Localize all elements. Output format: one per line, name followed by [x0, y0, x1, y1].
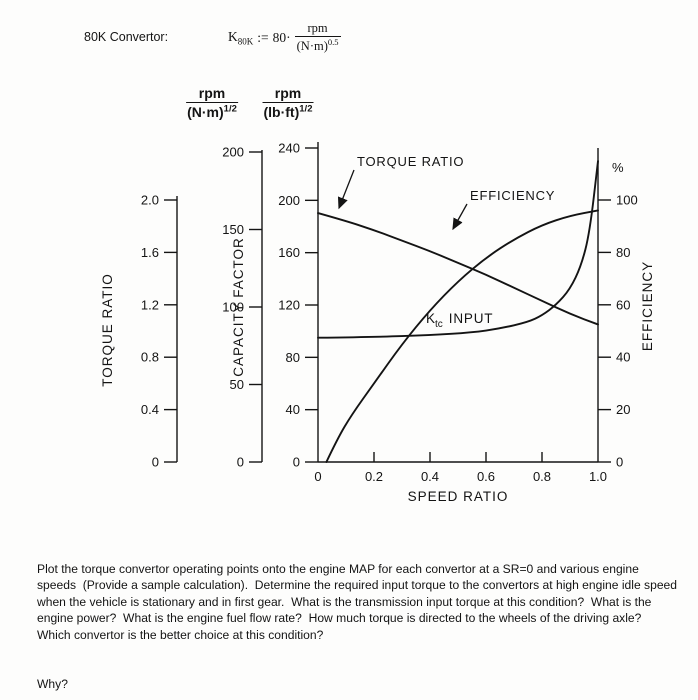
capacity-imp-axis-tick-label: 160	[278, 245, 300, 260]
efficiency-axis-tick-label: 80	[616, 245, 630, 260]
efficiency-axis-tick-label: 100	[616, 193, 638, 208]
torque-ratio-axis-tick-label: 1.6	[141, 245, 159, 260]
equation-lhs: K80K	[228, 29, 253, 47]
torque-converter-chart: 00.40.81.21.62.0050100150200040801201602…	[100, 141, 655, 505]
curve-torque_ratio	[317, 212, 599, 326]
torque-ratio-axis-tick-label: 0	[152, 455, 159, 470]
efficiency-axis-tick-label: 40	[616, 350, 630, 365]
efficiency-curve-label: EFFICIENCY	[470, 188, 555, 203]
capacity-imp-axis-tick-label: 120	[278, 298, 300, 313]
capacity-units-si-denominator: (N·m)1/2	[186, 103, 238, 121]
ktc-label-base: K	[426, 311, 435, 326]
capacity-units-imp-denominator: (lb·ft)1/2	[263, 103, 314, 121]
ktc-label-rest: INPUT	[449, 311, 494, 326]
capacity-imp-axis-tick-label: 200	[278, 193, 300, 208]
efficiency-axis-title: EFFICIENCY	[640, 261, 655, 351]
question-paragraph-2: Why?	[37, 676, 68, 691]
equation-relation: :=	[257, 29, 269, 45]
x-axis-tick-label: 0.2	[365, 469, 383, 484]
torque-ratio-axis-tick-label: 2.0	[141, 193, 159, 208]
capacity-units-imp-exponent: 1/2	[299, 103, 313, 115]
capacity-imp-axis-tick-label: 80	[286, 350, 300, 365]
curve-capacity_factor_imp	[317, 160, 599, 339]
capacity-equation: K80K := 80· rpm (N·m)0.5	[228, 21, 341, 54]
torque-ratio-axis-tick-label: 1.2	[141, 297, 159, 312]
capacity-units-imp-numerator: rpm	[262, 84, 314, 104]
capacity-axis-title: CAPACITY FACTOR	[231, 237, 246, 377]
x-axis-tick-label: 0.8	[533, 469, 551, 484]
ktc-label-subscript: tc	[435, 319, 443, 330]
capacity-si-axis-tick-label: 50	[230, 377, 244, 392]
x-axis-tick-label: 1.0	[589, 469, 607, 484]
ktc-curve-label: Ktc INPUT	[426, 311, 493, 330]
x-axis-title: SPEED RATIO	[408, 489, 509, 504]
convertor-title: 80K Convertor:	[84, 30, 169, 44]
capacity-units-si-exponent: 1/2	[223, 103, 237, 115]
efficiency-axis-tick-label: 0	[616, 455, 623, 470]
capacity-si-axis-tick-label: 150	[222, 222, 244, 237]
equation-fraction-denominator: (N·m)0.5	[295, 37, 341, 54]
capacity-si-axis-tick-label: 200	[222, 145, 244, 160]
torque-ratio-leader-arrow	[337, 169, 355, 210]
torque-ratio-curve-label: TORQUE RATIO	[357, 154, 464, 169]
torque-ratio-axis-tick-label: 0.4	[141, 402, 159, 417]
x-axis-tick-label: 0.4	[421, 469, 439, 484]
capacity-imp-axis-tick-label: 40	[286, 402, 300, 417]
equation-fraction-numerator: rpm	[294, 21, 341, 37]
torque-ratio-axis-title: TORQUE RATIO	[100, 273, 115, 387]
x-axis-tick-label: 0	[314, 469, 321, 484]
efficiency-axis-tick-label: 20	[616, 402, 630, 417]
equation-den-exponent: 0.5	[327, 37, 339, 47]
percent-symbol: %	[612, 160, 624, 175]
equation-subscript: 80K	[237, 36, 254, 47]
capacity-si-axis-tick-label: 0	[237, 455, 244, 470]
problem-statement: Plot the torque convertor operating poin…	[37, 528, 679, 700]
equation-den-unit: (N·m)	[296, 39, 328, 54]
capacity-units-si: rpm (N·m)1/2	[186, 84, 238, 121]
capacity-units-imperial: rpm (lb·ft)1/2	[262, 84, 314, 121]
efficiency-leader-arrow	[452, 203, 468, 231]
torque-ratio-axis-tick-label: 0.8	[141, 350, 159, 365]
question-paragraph-1: Plot the torque convertor operating poin…	[37, 561, 681, 642]
equation-coefficient: 80·	[272, 29, 291, 45]
capacity-imp-axis-tick-label: 0	[293, 455, 300, 470]
efficiency-axis-tick-label: 60	[616, 297, 630, 312]
capacity-units-si-numerator: rpm	[186, 84, 238, 104]
x-axis-tick-label: 0.6	[477, 469, 495, 484]
capacity-units-si-unit: (N·m)	[187, 104, 224, 121]
capacity-imp-axis-tick-label: 240	[278, 141, 300, 156]
capacity-units-imp-unit: (lb·ft)	[263, 104, 300, 121]
equation-symbol: K	[228, 28, 238, 44]
capacity-si-axis-tick-label: 100	[222, 300, 244, 315]
curve-efficiency_pct	[325, 209, 599, 463]
equation-fraction: rpm (N·m)0.5	[294, 21, 341, 54]
